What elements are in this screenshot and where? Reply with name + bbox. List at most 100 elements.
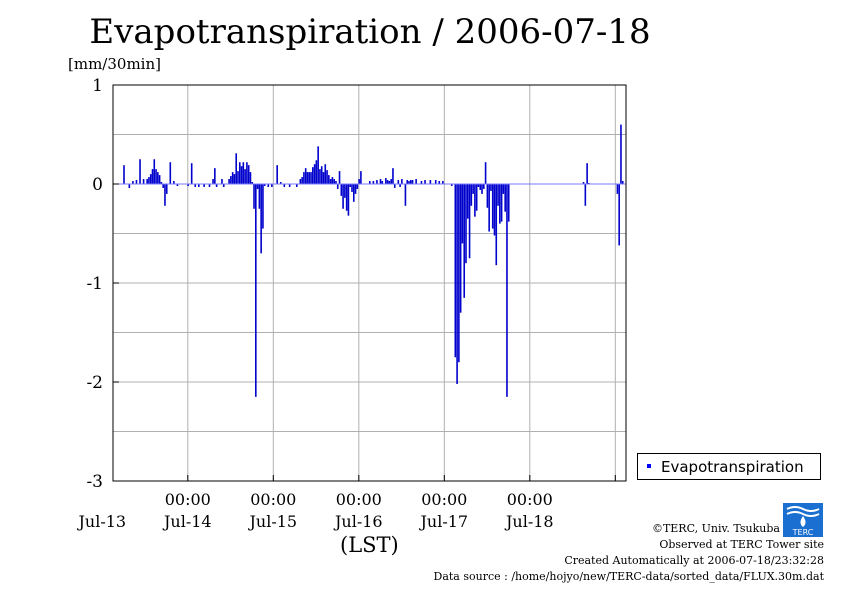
data-bar: [176, 184, 179, 186]
data-bar: [230, 176, 232, 184]
data-bar: [299, 179, 302, 184]
data-bar: [153, 159, 156, 184]
data-bar: [404, 184, 407, 206]
data-bar: [271, 184, 273, 187]
data-bar: [310, 172, 312, 184]
data-bar: [465, 184, 467, 264]
credit-data-source: Data source : /home/hojyo/new/TERC-data/…: [433, 570, 825, 583]
data-bar: [474, 184, 476, 217]
data-bar: [215, 184, 218, 187]
data-bar: [308, 172, 311, 184]
data-bar: [477, 184, 480, 187]
data-bar: [326, 170, 328, 184]
data-bar: [376, 180, 378, 184]
data-bar: [142, 179, 145, 184]
y-tick-label: -2: [86, 373, 103, 393]
data-bar: [352, 184, 355, 202]
data-bar: [351, 184, 353, 192]
data-bar: [303, 172, 305, 184]
data-bar: [317, 146, 319, 184]
data-bar: [158, 175, 161, 184]
data-bar: [212, 179, 214, 184]
data-bar: [235, 153, 238, 184]
data-bar: [397, 180, 400, 184]
data-bar: [381, 181, 384, 184]
data-bar: [203, 184, 205, 187]
data-bar: [328, 175, 330, 184]
data-bar: [415, 179, 417, 184]
data-bar: [369, 181, 371, 184]
x-day-label: Jul-18: [504, 512, 554, 531]
data-bar: [162, 184, 164, 188]
chart-title: Evapotranspiration / 2006-07-18: [89, 12, 651, 52]
x-time-label: 00:00: [421, 490, 467, 509]
credit-created: Created Automatically at 2006-07-18/23:3…: [564, 554, 824, 567]
data-bar: [459, 184, 462, 313]
data-bar: [466, 184, 469, 219]
data-bar: [621, 181, 624, 184]
data-bar: [349, 184, 352, 187]
data-bar: [331, 177, 334, 184]
data-bar: [481, 184, 483, 194]
data-bar: [372, 181, 375, 184]
data-bar: [222, 184, 225, 187]
data-bar: [479, 184, 482, 190]
x-time-label: 00:00: [336, 490, 382, 509]
data-bar: [132, 181, 134, 184]
data-bar: [214, 168, 216, 184]
data-bar: [434, 180, 437, 184]
data-bar: [244, 169, 246, 184]
data-bar: [360, 171, 362, 184]
data-bar: [279, 182, 282, 184]
data-bar: [228, 179, 230, 184]
data-bar: [616, 184, 619, 194]
x-time-label: 00:00: [250, 490, 296, 509]
data-bar: [288, 184, 291, 187]
data-bar: [149, 174, 152, 184]
y-tick-label: -3: [86, 472, 103, 492]
data-bar: [157, 172, 159, 184]
x-axis-label: (LST): [340, 533, 399, 557]
data-bar: [618, 184, 620, 246]
data-bar: [160, 182, 163, 184]
data-bar: [258, 184, 261, 209]
data-bar: [148, 177, 150, 184]
x-day-label: Jul-13: [77, 512, 127, 531]
data-bar: [231, 172, 234, 184]
data-bar: [475, 184, 478, 211]
data-bar: [251, 182, 254, 184]
data-bar: [385, 178, 387, 184]
data-bar: [333, 179, 335, 184]
data-bar: [388, 181, 391, 184]
data-bar: [442, 181, 444, 184]
data-bar: [146, 179, 148, 184]
data-bar: [194, 184, 197, 187]
data-bar: [500, 184, 503, 222]
data-bar: [344, 184, 346, 198]
data-bar: [392, 168, 394, 184]
data-bar: [267, 184, 270, 187]
data-bar: [620, 124, 622, 184]
data-bar: [502, 184, 505, 194]
data-bar: [246, 162, 248, 184]
data-bar: [586, 163, 588, 184]
chart-legend: Evapotranspiration: [637, 453, 821, 480]
data-bar: [495, 184, 498, 266]
data-bar: [304, 168, 307, 184]
data-bar: [315, 160, 318, 184]
data-bar: [255, 184, 257, 397]
data-bar: [187, 184, 189, 186]
data-bar: [237, 171, 239, 184]
data-bar: [454, 184, 457, 358]
data-bar: [155, 169, 157, 184]
data-bar: [406, 180, 409, 184]
data-bar: [301, 177, 303, 184]
chart-axes: [112, 84, 627, 482]
data-bar: [499, 184, 501, 224]
data-bar: [329, 179, 332, 184]
data-bar: [208, 184, 211, 187]
data-bar: [456, 184, 458, 384]
data-bar: [260, 184, 262, 254]
data-bar: [164, 184, 166, 206]
